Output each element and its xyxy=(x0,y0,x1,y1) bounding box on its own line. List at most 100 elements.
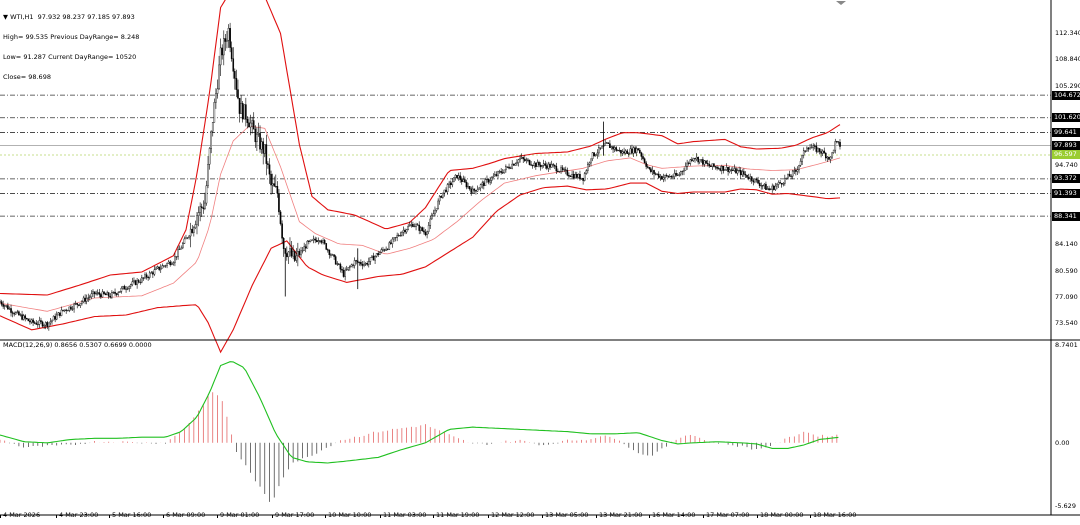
bollinger-upper xyxy=(0,0,841,296)
candle-body xyxy=(25,318,28,320)
candle-body xyxy=(226,40,228,42)
candle-body xyxy=(580,177,583,180)
time-tick-mark xyxy=(757,515,758,518)
candle-body xyxy=(100,294,102,298)
candle-body xyxy=(81,301,83,304)
candle-body xyxy=(350,264,353,267)
candle-body xyxy=(588,162,591,165)
candle-body xyxy=(289,248,291,253)
candle-body xyxy=(766,188,769,190)
candle-body xyxy=(375,253,378,257)
candle-body xyxy=(327,249,329,251)
candle-body xyxy=(367,261,370,265)
candle-body xyxy=(489,180,491,183)
candle-body xyxy=(29,320,31,323)
candle-body xyxy=(314,238,316,241)
price-level-label: 96.597 xyxy=(1052,150,1080,160)
candle-body xyxy=(653,170,655,174)
candle-body xyxy=(301,250,304,252)
candle-body xyxy=(773,185,775,190)
candle-body xyxy=(497,171,499,176)
candle-body xyxy=(344,269,346,277)
candle-body xyxy=(211,122,214,132)
candle-body xyxy=(312,238,315,241)
time-tick: 9 Mar 01:00 xyxy=(220,511,260,519)
candle-body xyxy=(251,120,253,124)
candle-body xyxy=(564,169,567,171)
candle-body xyxy=(241,102,244,120)
candle-body xyxy=(709,165,712,167)
candle-body xyxy=(22,315,25,320)
dropdown-triangle-icon[interactable]: ▼ xyxy=(3,13,8,22)
candle-body xyxy=(287,251,290,258)
candle-body xyxy=(462,179,465,182)
candle-body xyxy=(571,173,573,177)
candle-body xyxy=(79,303,82,306)
candle-body xyxy=(519,157,521,160)
candle-body xyxy=(757,179,759,184)
candle-body xyxy=(87,297,90,299)
candle-body xyxy=(71,308,74,310)
candle-body xyxy=(246,118,249,123)
candle-body xyxy=(837,141,840,143)
candle-body xyxy=(639,149,641,154)
candle-body xyxy=(413,226,416,228)
candle-body xyxy=(62,309,64,311)
candle-body xyxy=(812,145,815,148)
time-tick-mark xyxy=(109,515,110,518)
candle-body xyxy=(500,171,502,173)
candle-body xyxy=(791,170,794,177)
candle-body xyxy=(434,210,436,215)
time-tick: 13 Mar 05:00 xyxy=(545,511,589,519)
candle-body xyxy=(779,182,781,184)
candle-body xyxy=(546,165,548,169)
candle-body xyxy=(54,316,56,320)
candle-body xyxy=(347,267,350,270)
time-tick: 9 Mar 17:00 xyxy=(275,511,315,519)
candle-body xyxy=(355,260,357,262)
candle-body xyxy=(818,148,821,152)
candle-body xyxy=(142,277,145,279)
symbol-header: ▼ WTI,H1 97.932 98.237 97.185 97.893 xyxy=(3,14,139,21)
candle-body xyxy=(541,165,543,167)
candle-body xyxy=(415,224,417,227)
candle-body xyxy=(0,301,3,305)
time-tick-mark xyxy=(810,515,811,518)
time-tick-mark xyxy=(703,515,704,518)
candle-body xyxy=(471,188,474,193)
candle-body xyxy=(150,272,153,274)
time-tick-mark xyxy=(217,515,218,518)
candle-body xyxy=(735,168,737,174)
candle-body xyxy=(576,173,578,178)
candle-body xyxy=(796,169,799,172)
candle-body xyxy=(725,166,728,170)
candle-body xyxy=(569,175,572,177)
candle-body xyxy=(122,286,124,289)
candle-body xyxy=(708,163,710,167)
candle-body xyxy=(464,179,466,183)
candle-body xyxy=(338,263,340,265)
macd-label: MACD(12,26,9) 0.8656 0.5307 0.6699 0.000… xyxy=(3,341,152,349)
candle-body xyxy=(687,162,690,164)
candle-body xyxy=(563,169,566,171)
candle-body xyxy=(722,166,725,171)
candle-body xyxy=(89,296,91,298)
price-tick: 77.090 xyxy=(1055,292,1078,301)
candle-body xyxy=(137,280,140,283)
candle-body xyxy=(675,172,677,176)
candle-body xyxy=(401,231,403,236)
candle-body xyxy=(353,260,356,266)
candle-body xyxy=(166,263,168,266)
candle-body xyxy=(125,288,127,290)
candle-body xyxy=(590,158,592,164)
candle-body xyxy=(322,240,324,243)
candle-body xyxy=(435,208,438,211)
candle-body xyxy=(686,162,688,167)
candle-body xyxy=(295,255,298,261)
price-level-label: 88.341 xyxy=(1052,211,1080,221)
price-level-label: 99.641 xyxy=(1052,127,1080,137)
candle-body xyxy=(634,147,636,153)
candle-body xyxy=(388,242,391,250)
